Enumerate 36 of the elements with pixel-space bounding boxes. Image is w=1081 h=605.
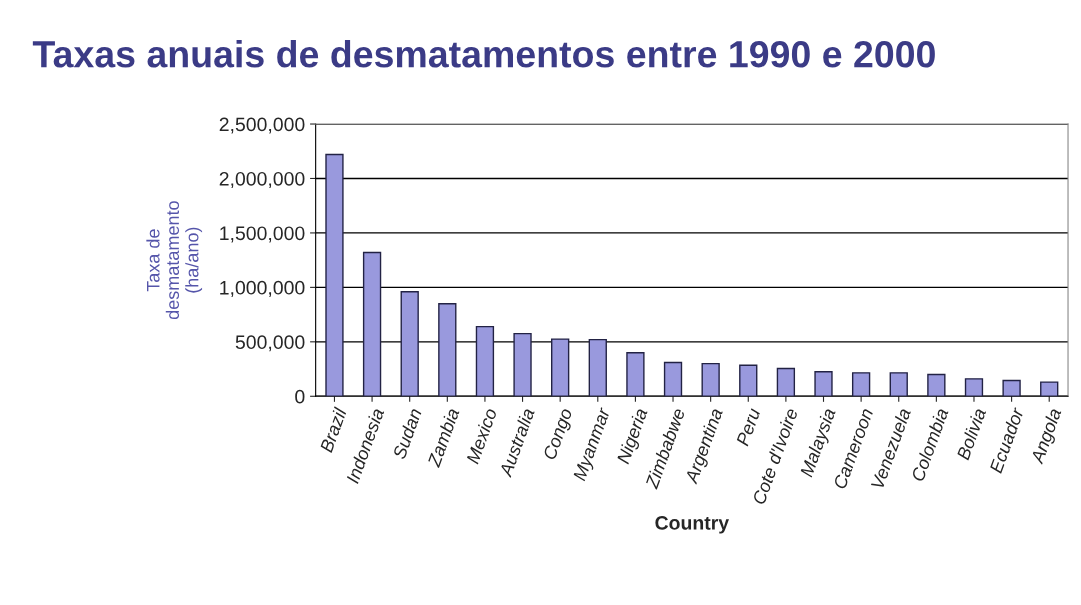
bar — [814, 371, 833, 397]
bar — [964, 378, 984, 397]
bar — [475, 325, 495, 397]
x-tick-label: Sudan — [392, 407, 422, 460]
y-tick-label: 500,000 — [235, 335, 305, 352]
y-tick-label: 2,000,000 — [219, 171, 305, 189]
bar — [588, 338, 607, 397]
bar — [701, 362, 720, 397]
bar — [889, 372, 908, 397]
y-tick-label: 1,500,000 — [220, 226, 305, 243]
bar — [776, 367, 796, 397]
x-tick-label: Angola — [1029, 407, 1065, 467]
x-tick-label: Mexico — [465, 407, 498, 465]
x-tick-label: Brazil — [319, 406, 348, 454]
y-tick-label: 1,000,000 — [220, 280, 305, 297]
bar — [626, 352, 645, 397]
bar — [513, 332, 532, 397]
bar — [927, 373, 946, 397]
bar — [551, 338, 570, 397]
x-tick-label: Congo — [542, 408, 573, 461]
bar — [739, 364, 758, 397]
x-axis-title: Country — [655, 516, 729, 534]
y-axis-title: Taxa de desmatamento (ha/ano) — [146, 201, 203, 320]
bar — [325, 153, 344, 397]
bar — [400, 291, 419, 397]
y-tick-label: 2,500,000 — [219, 117, 305, 134]
bar — [362, 251, 382, 397]
x-tick-label: Peru — [736, 407, 761, 447]
y-tick-label: 0 — [295, 389, 305, 404]
bar — [851, 372, 871, 397]
bar — [663, 361, 683, 397]
bar — [438, 303, 457, 397]
bar — [1040, 381, 1059, 397]
bar — [1002, 379, 1021, 397]
x-tick-label: Bolivia — [955, 407, 987, 461]
chart-title: Taxas anuais de desmatamentos entre 1990 e 2000 — [32, 40, 935, 68]
